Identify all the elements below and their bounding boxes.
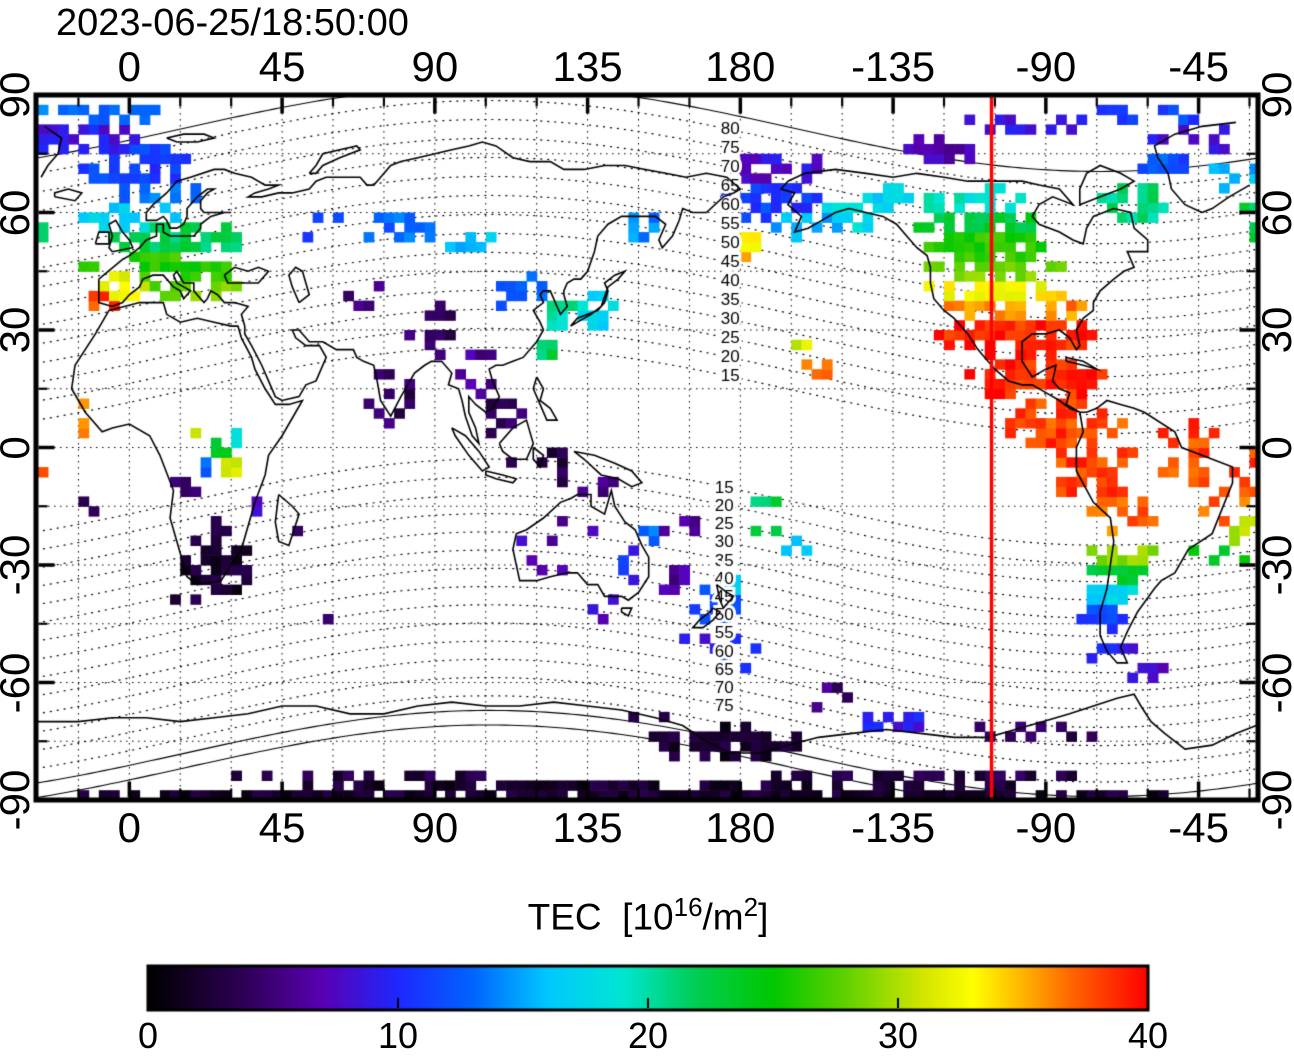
x-axis-bottom-label-0: 0	[117, 804, 142, 851]
y-axis-right-label-60: 60	[1253, 189, 1294, 236]
colorbar-tick-label-40: 40	[1127, 1015, 1169, 1056]
y-axis-right-label-30: 30	[1253, 306, 1294, 354]
x-axis-bottom-label--45: -45	[1168, 804, 1229, 851]
x-axis-top-label-135: 135	[552, 43, 623, 90]
x-axis-top-label--135: -135	[851, 43, 936, 90]
x-axis-bottom-label-135: 135	[552, 804, 623, 851]
x-axis-top-label-180: 180	[705, 43, 776, 90]
y-axis-right-label-90: 90	[1253, 71, 1294, 119]
y-axis-right-label--60: -60	[1253, 652, 1294, 713]
colorbar-title-prefix: TEC [10	[527, 896, 674, 938]
x-axis-top-label--90: -90	[1015, 43, 1077, 90]
y-axis-left-label-30: 30	[0, 306, 38, 354]
colorbar-title-exp2: 2	[743, 892, 759, 922]
colorbar-title-mid: /m	[702, 896, 744, 938]
colorbar-title-suffix: ]	[758, 896, 769, 938]
timestamp-title: 2023-06-25/18:50:00	[56, 2, 409, 44]
y-axis-left-label--60: -60	[0, 652, 38, 713]
colorbar-title: TEC [1016/m2]	[528, 892, 769, 938]
colorbar-tick-label-30: 30	[877, 1015, 919, 1056]
x-axis-bottom-label-45: 45	[258, 804, 306, 851]
x-axis-top-label-45: 45	[258, 43, 306, 90]
x-axis-bottom-label--90: -90	[1015, 804, 1077, 851]
colorbar-title-exp1: 16	[673, 892, 703, 922]
y-axis-right-label--90: -90	[1253, 769, 1294, 831]
x-axis-top-label-0: 0	[117, 43, 142, 90]
colorbar-tick-label-10: 10	[377, 1015, 419, 1056]
y-axis-right-label--30: -30	[1253, 534, 1294, 596]
colorbar-tick-label-0: 0	[137, 1015, 159, 1056]
x-axis-top-label--45: -45	[1168, 43, 1229, 90]
colorbar-tick-label-20: 20	[627, 1015, 669, 1056]
y-axis-left-label-60: 60	[0, 189, 38, 236]
y-axis-left-label--90: -90	[0, 769, 38, 831]
x-axis-bottom-label-90: 90	[411, 804, 459, 851]
x-axis-bottom-label--135: -135	[851, 804, 936, 851]
x-axis-top-label-90: 90	[411, 43, 459, 90]
y-axis-right-label-0: 0	[1253, 436, 1294, 459]
y-axis-left-label--30: -30	[0, 534, 38, 596]
y-axis-left-label-90: 90	[0, 71, 38, 119]
x-axis-bottom-label-180: 180	[705, 804, 776, 851]
y-axis-left-label-0: 0	[0, 436, 39, 459]
